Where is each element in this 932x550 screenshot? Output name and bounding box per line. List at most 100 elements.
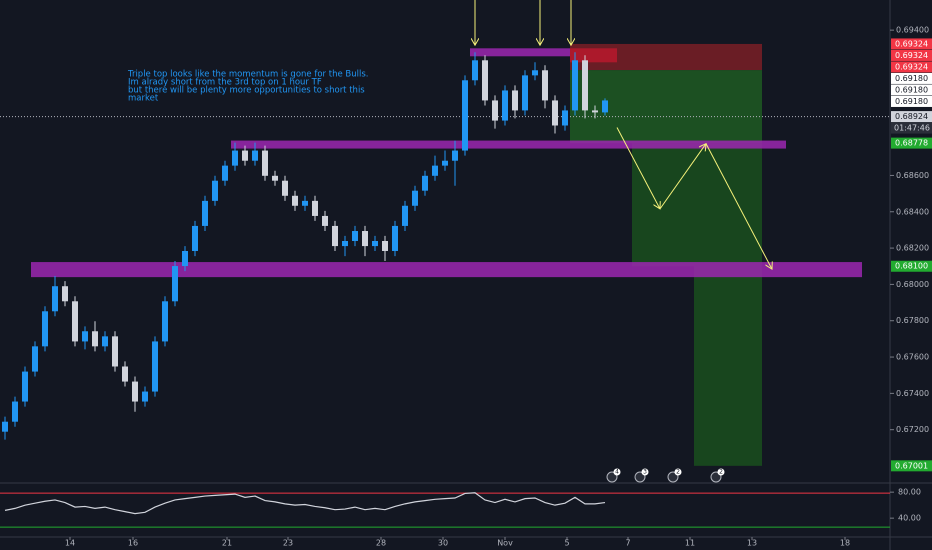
- candle-body: [242, 150, 248, 161]
- event-badge: [613, 468, 621, 476]
- x-tick-label: 14: [65, 539, 75, 548]
- candle-body: [142, 391, 148, 402]
- y-tick-label: 0.67600: [896, 353, 929, 362]
- candle-body: [382, 241, 388, 251]
- event-label: 2: [676, 469, 680, 476]
- candle-body: [42, 311, 48, 347]
- price-label: 0.69324: [895, 51, 928, 60]
- rsi-tick-label: 80.00: [898, 488, 921, 497]
- event-icon: [667, 471, 679, 483]
- y-tick-label: 0.67200: [896, 425, 929, 434]
- candle-body: [202, 200, 208, 226]
- candle-body: [222, 165, 228, 181]
- price-label-box: [891, 137, 932, 149]
- candle-body: [442, 160, 448, 166]
- candle-body: [232, 150, 238, 166]
- candle-body: [32, 346, 38, 372]
- candle-body: [102, 336, 108, 347]
- price-label-box: [891, 72, 932, 84]
- position-box: [570, 48, 617, 63]
- candle-body: [362, 231, 368, 247]
- price-label: 0.69324: [895, 62, 928, 71]
- arrow: [616, 127, 660, 208]
- price-label: 0.68100: [895, 262, 928, 271]
- price-label: 0.69180: [895, 85, 928, 94]
- candle-body: [322, 215, 328, 226]
- x-tick-label: 13: [747, 539, 757, 548]
- candle-body: [402, 205, 408, 226]
- event-badge: [717, 468, 725, 476]
- candle-body: [12, 401, 18, 422]
- candle-body: [392, 225, 398, 251]
- zone: [470, 48, 570, 57]
- candle-body: [602, 100, 608, 113]
- candle-body: [562, 110, 568, 126]
- candle-body: [272, 175, 278, 181]
- x-tick-label: 7: [625, 539, 630, 548]
- x-tick-label: 11: [685, 539, 695, 548]
- annotation: Im alrady short from the 3rd top on 1 ho…: [128, 78, 322, 88]
- x-tick-label: 18: [840, 539, 850, 548]
- annotation: market: [128, 94, 159, 104]
- annotation: Triple top looks like the momentum is go…: [127, 70, 368, 80]
- x-tick-label: Nov: [497, 539, 513, 548]
- rsi-line: [4, 492, 606, 515]
- price-label-box: [891, 95, 932, 107]
- price-label-box: [891, 111, 932, 123]
- event-icon: [634, 471, 646, 483]
- candle-body: [352, 231, 358, 241]
- candle-body: [542, 70, 548, 101]
- x-tick-label: 16: [128, 539, 138, 548]
- event-badge: [674, 468, 682, 476]
- candle-body: [212, 180, 218, 201]
- candle-body: [422, 175, 428, 191]
- x-tick-label: 23: [283, 539, 293, 548]
- candle-body: [302, 200, 308, 206]
- countdown: 01:47:46: [894, 124, 930, 133]
- x-tick-label: 28: [376, 539, 386, 548]
- price-label: 0.68924: [895, 112, 928, 121]
- candle-body: [82, 331, 88, 342]
- candle-body: [292, 195, 298, 206]
- price-label-box: [891, 260, 932, 272]
- price-label: 0.69324: [895, 39, 928, 48]
- candle-body: [492, 100, 498, 121]
- candle-body: [512, 90, 518, 111]
- price-label-box: [891, 38, 932, 50]
- candle-body: [132, 381, 138, 402]
- price-label-box: [891, 84, 932, 96]
- candle-body: [432, 165, 438, 176]
- price-label: 0.69180: [895, 97, 928, 106]
- candle-body: [452, 150, 458, 161]
- event-label: 2: [719, 469, 723, 476]
- candle-body: [502, 90, 508, 121]
- event-badge: [641, 468, 649, 476]
- y-tick-label: 0.69400: [896, 26, 929, 35]
- candle-body: [412, 190, 418, 206]
- candle-body: [372, 241, 378, 247]
- candle-body: [532, 70, 538, 76]
- candle-body: [332, 225, 338, 247]
- x-tick-label: 30: [438, 539, 448, 548]
- candle-body: [152, 341, 158, 392]
- rsi-tick-label: 40.00: [898, 514, 921, 523]
- zone: [231, 140, 786, 149]
- candle-body: [592, 110, 598, 113]
- y-tick-label: 0.67400: [896, 389, 929, 398]
- zone: [31, 262, 862, 278]
- event-icon: [710, 471, 722, 483]
- candle-body: [252, 150, 258, 161]
- price-label-box: [891, 460, 932, 472]
- price-label: 0.67001: [895, 461, 928, 470]
- candle-body: [172, 266, 178, 302]
- price-label: 0.68778: [895, 139, 928, 148]
- candle-body: [522, 75, 528, 111]
- position-box: [694, 143, 762, 466]
- candle-body: [582, 60, 588, 111]
- candle-body: [572, 60, 578, 111]
- position-box: [570, 70, 762, 144]
- candle-body: [342, 241, 348, 247]
- candle-body: [52, 286, 58, 312]
